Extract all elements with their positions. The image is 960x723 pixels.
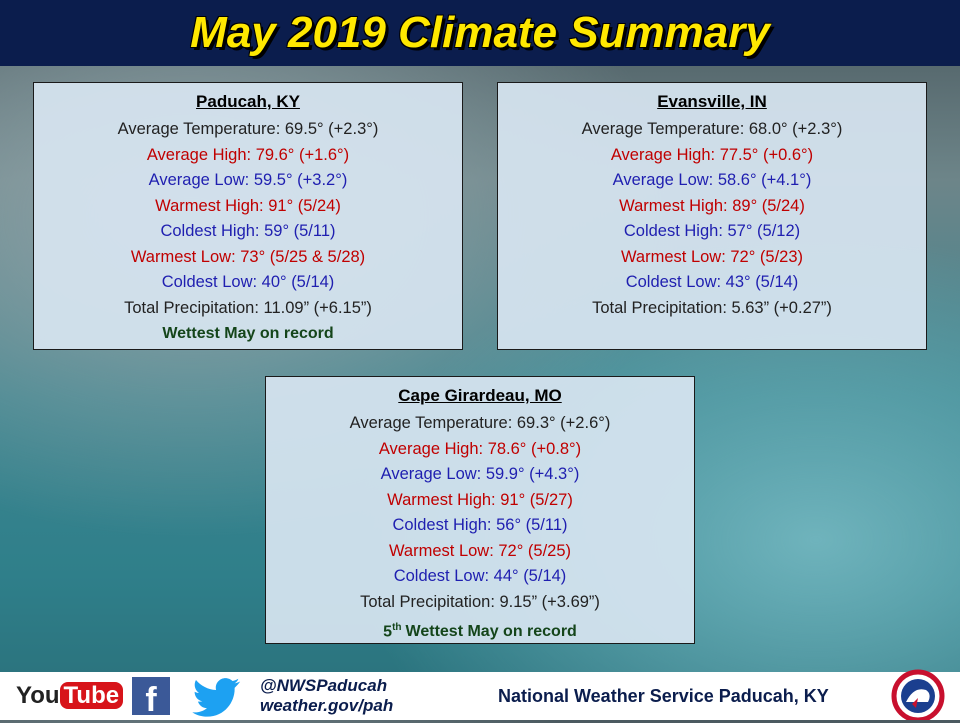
stat-line: Coldest High: 56° (5/11): [392, 516, 568, 534]
record-rank: 5: [383, 623, 393, 641]
facebook-logo: f: [132, 677, 170, 719]
station-box: Evansville, IN Average Temperature: 68.0°…: [497, 82, 927, 350]
stat-line: Total Precipitation: 11.09” (+6.15”): [124, 298, 372, 317]
website: weather.gov/pah: [260, 696, 394, 715]
stat-line: Coldest Low: 44° (5/14): [393, 567, 567, 585]
twitter-handle: @NWSPaducah: [260, 676, 388, 695]
station-name: Paducah, KY: [196, 92, 300, 111]
stat-line: Total Precipitation: 5.63” (+0.27”): [592, 298, 832, 317]
stat-line: Average High: 77.5° (+0.6°): [610, 145, 814, 164]
record-rank-suffix: th: [392, 622, 402, 633]
stat-line: Total Precipitation: 9.15” (+3.69”): [360, 592, 600, 611]
stat-line: Warmest High: 91° (5/24): [155, 196, 341, 215]
stat-line: Average Low: 58.6° (+4.1°): [612, 171, 812, 189]
stat-line: Coldest Low: 40° (5/14): [161, 273, 335, 291]
stat-line: Average Low: 59.5° (+3.2°): [148, 171, 348, 189]
stat-line: Warmest High: 89° (5/24): [619, 196, 805, 215]
record-text: Wettest May on record: [162, 325, 334, 342]
nws-logo: [891, 669, 945, 720]
footer: You Tube f @NWSPaducah weather.gov/pah Na…: [0, 672, 960, 720]
stat-line: Coldest High: 57° (5/12): [623, 222, 801, 240]
station-name: Cape Girardeau, MO: [398, 386, 562, 405]
youtube-logo: You Tube: [12, 677, 124, 715]
stat-line: Coldest Low: 43° (5/14): [625, 273, 799, 291]
station-box: Cape Girardeau, MO Average Temperature: 6…: [265, 376, 695, 644]
record-note: Wettest May on record: [34, 321, 462, 347]
title-bar: May 2019 Climate Summary: [0, 0, 960, 66]
stat-line: Average Temperature: 68.0° (+2.3°): [581, 120, 843, 138]
title: May 2019 Climate Summary: [190, 8, 770, 57]
stat-line: Warmest Low: 72° (5/23): [620, 247, 804, 266]
stat-line: Warmest High: 91° (5/27): [387, 490, 573, 509]
stat-line: Average High: 79.6° (+1.6°): [146, 145, 350, 164]
stat-line: Average Temperature: 69.5° (+2.3°): [117, 120, 379, 138]
stat-line: Average Low: 59.9° (+4.3°): [380, 465, 580, 483]
stat-line: Average Temperature: 69.3° (+2.6°): [349, 414, 611, 432]
station-name: Evansville, IN: [657, 92, 767, 111]
stat-line: Warmest Low: 72° (5/25): [388, 541, 572, 560]
stat-line: Average High: 78.6° (+0.8°): [378, 439, 582, 458]
station-box: Paducah, KY Average Temperature: 69.5° (+…: [33, 82, 463, 350]
office-name: National Weather Service Paducah, KY: [498, 686, 829, 706]
youtube-you: You: [16, 682, 60, 709]
record-note: 5th Wettest May on record: [266, 615, 694, 641]
youtube-tube: Tube: [59, 682, 124, 709]
record-text: Wettest May on record: [405, 623, 577, 641]
twitter-logo: [192, 678, 241, 717]
stat-line: Coldest High: 59° (5/11): [160, 222, 336, 240]
stat-line: Warmest Low: 73° (5/25 & 5/28): [130, 247, 366, 266]
